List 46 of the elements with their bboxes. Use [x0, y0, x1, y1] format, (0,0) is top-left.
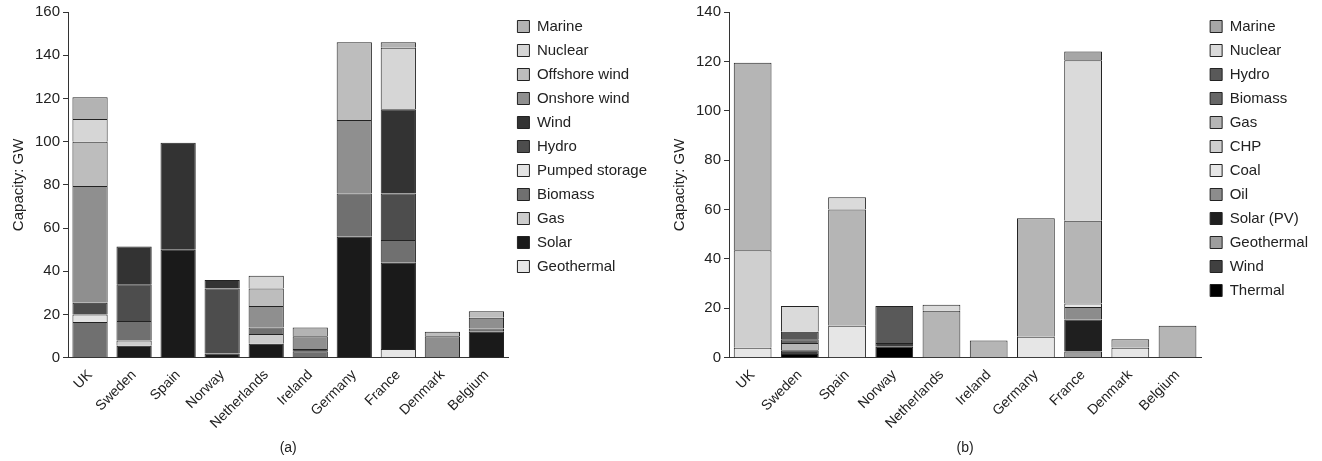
y-tick-label: 140 [35, 45, 61, 63]
y-tick-label: 60 [43, 218, 61, 236]
legend-label: Gas [1229, 112, 1258, 130]
legend-label: Solar [536, 232, 572, 250]
text: (b) [956, 438, 974, 455]
legend-label: Biomass [1229, 88, 1288, 106]
legend-label: Onshore wind [536, 88, 630, 106]
y-axis-title: Capacity: GW [670, 137, 688, 232]
legend-label: Pumped storage [536, 160, 648, 178]
legend-label: Biomass [536, 184, 595, 202]
legend-label: Wind [1229, 256, 1264, 274]
y-tick-label: 80 [43, 175, 61, 193]
legend-label: Coal [1229, 160, 1261, 178]
legend-label: Gas [536, 208, 565, 226]
y-tick-label: 100 [696, 100, 722, 118]
legend-label: CHP [1229, 136, 1262, 154]
legend-label: Oil [1229, 184, 1248, 202]
y-tick-label: 120 [35, 88, 61, 106]
y-tick-label: 20 [43, 304, 61, 322]
legend-label: Thermal [1229, 280, 1285, 298]
y-tick-label: 0 [712, 347, 722, 365]
legend-label: Marine [1229, 16, 1276, 34]
text: (a) [279, 438, 297, 455]
legend-label: Nuclear [1229, 40, 1282, 58]
legend-label: Hydro [1229, 64, 1270, 82]
y-tick-label: 0 [51, 347, 61, 365]
x-tick-label: UK [69, 365, 96, 392]
y-tick-label: 80 [704, 150, 722, 168]
y-tick-label: 40 [43, 261, 61, 279]
legend-label: Geothermal [1229, 232, 1309, 250]
y-tick-label: 100 [35, 131, 61, 149]
y-axis-title: Capacity: GW [9, 137, 27, 232]
legend-label: Offshore wind [536, 64, 630, 82]
legend-label: Solar (PV) [1229, 208, 1299, 226]
legend-label: Wind [536, 112, 572, 130]
y-tick-label: 120 [696, 51, 722, 69]
legend-label: Marine [536, 16, 583, 34]
legend-label: Geothermal [536, 256, 616, 274]
y-tick-label: 160 [35, 2, 61, 20]
legend-label: Nuclear [536, 40, 589, 58]
x-tick-label: UK [732, 365, 758, 392]
legend-label: Hydro [536, 136, 577, 154]
y-tick-label: 60 [704, 199, 722, 217]
y-tick-label: 40 [704, 249, 722, 267]
y-tick-label: 20 [704, 298, 722, 316]
y-tick-label: 140 [696, 2, 722, 20]
